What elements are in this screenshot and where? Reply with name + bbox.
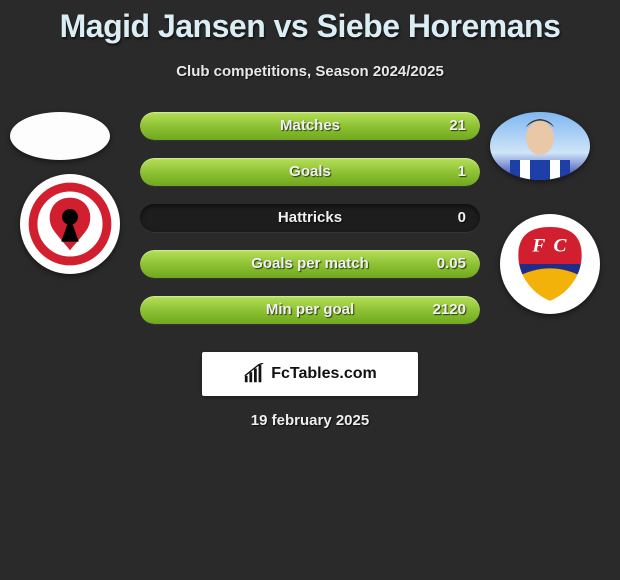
club-right-badge: F C	[500, 214, 600, 314]
footer-date: 19 february 2025	[0, 412, 620, 429]
watermark-text: FcTables.com	[271, 365, 377, 383]
player-silhouette-icon	[490, 112, 590, 180]
page-subtitle: Club competitions, Season 2024/2025	[0, 63, 620, 80]
svg-text:C: C	[554, 236, 568, 257]
player-right-avatar	[490, 112, 590, 180]
comparison-panel: F C Matches21 Goals1 Hattricks0 Goals per m…	[0, 112, 620, 342]
site-watermark: FcTables.com	[202, 352, 418, 396]
club-left-badge	[20, 174, 120, 274]
stat-bar-value-right: 1	[458, 158, 466, 186]
stat-bars: Matches21 Goals1 Hattricks0 Goals per match…	[140, 112, 480, 342]
stat-bar: Goals per match0.05	[140, 250, 480, 278]
stat-bar-value-right: 2120	[433, 296, 466, 324]
svg-text:F: F	[531, 236, 545, 257]
stat-bar: Goals1	[140, 158, 480, 186]
almere-city-icon	[26, 180, 114, 268]
stat-bar-value-right: 0.05	[437, 250, 466, 278]
stat-bar-label: Hattricks	[140, 204, 480, 232]
fc-utrecht-icon: F C	[506, 220, 594, 308]
stat-bar-label: Goals per match	[140, 250, 480, 278]
stat-bar: Min per goal2120	[140, 296, 480, 324]
bar-chart-icon	[243, 363, 265, 385]
stat-bar: Hattricks0	[140, 204, 480, 232]
stat-bar-value-right: 21	[449, 112, 466, 140]
stat-bar: Matches21	[140, 112, 480, 140]
player-left-avatar	[10, 112, 110, 160]
stat-bar-label: Matches	[140, 112, 480, 140]
stat-bar-label: Min per goal	[140, 296, 480, 324]
page-title: Magid Jansen vs Siebe Horemans	[0, 0, 620, 45]
stat-bar-label: Goals	[140, 158, 480, 186]
stat-bar-value-right: 0	[458, 204, 466, 232]
